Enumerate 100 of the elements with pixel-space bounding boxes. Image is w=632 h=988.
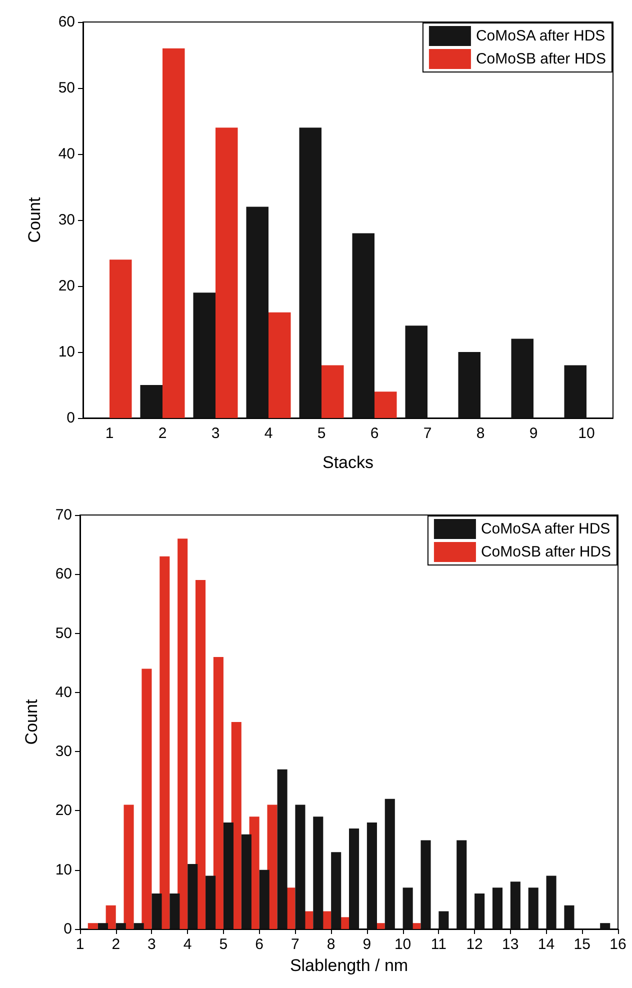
bar (402, 888, 413, 929)
bar (88, 923, 98, 929)
x-tick-label: 9 (362, 936, 372, 953)
bar (474, 894, 485, 929)
x-tick-label: 8 (326, 936, 336, 953)
legend-label: CoMoSB after HDS (476, 50, 606, 68)
y-tick-label: 50 (58, 80, 75, 96)
y-tick-label: 10 (58, 344, 75, 360)
bar (384, 798, 395, 929)
bar (124, 804, 134, 929)
x-tick-label: 9 (529, 425, 538, 442)
x-axis-title: Stacks (322, 453, 374, 472)
x-tick-label: 1 (105, 425, 114, 442)
bar (178, 538, 188, 929)
bar (246, 206, 268, 418)
x-tick-label: 7 (423, 425, 432, 442)
y-tick-label: 50 (55, 624, 72, 642)
bar (241, 834, 252, 929)
y-tick-label: 70 (55, 506, 72, 524)
bar (352, 233, 374, 418)
bar (564, 365, 586, 418)
bar (564, 905, 574, 929)
y-tick-label: 20 (55, 802, 72, 820)
legend-label: CoMoSB after HDS (480, 544, 612, 560)
x-tick-label: 10 (394, 936, 412, 953)
y-tick-label: 30 (58, 212, 75, 228)
legend-label: CoMoSA after HDS (480, 520, 610, 538)
bar (366, 822, 377, 929)
legend-label: CoMoSA after HDS (476, 28, 606, 44)
bar (438, 911, 449, 929)
x-tick-label: 4 (183, 936, 192, 953)
bar (216, 128, 238, 418)
bar (259, 870, 270, 929)
x-tick-label: 8 (476, 425, 485, 442)
x-axis-title: Slablength / nm (290, 956, 408, 975)
bar (492, 888, 503, 929)
bar (170, 894, 180, 929)
bar (322, 365, 344, 418)
bar (110, 260, 132, 418)
bar (458, 352, 480, 418)
y-tick-label: 0 (66, 410, 75, 426)
bar (456, 840, 467, 929)
x-tick-label: 3 (148, 936, 156, 953)
x-tick-label: 5 (219, 936, 228, 953)
bar (213, 656, 224, 929)
bar (528, 888, 538, 929)
x-tick-label: 6 (370, 425, 379, 442)
x-tick-label: 5 (317, 425, 326, 442)
bar (420, 840, 431, 929)
bar (160, 556, 170, 929)
y-tick-label: 10 (55, 861, 72, 878)
y-tick-label: 20 (58, 278, 75, 294)
bar (299, 128, 322, 418)
y-tick-label: 60 (58, 14, 75, 30)
bar (511, 338, 534, 418)
x-tick-label: 2 (112, 936, 120, 953)
bar (268, 312, 291, 418)
y-tick-label: 60 (55, 566, 72, 583)
bar (546, 876, 556, 929)
bar (405, 326, 428, 418)
bar (223, 822, 234, 929)
y-tick-label: 0 (64, 920, 72, 938)
bar (152, 894, 162, 929)
bar (193, 292, 216, 418)
bar (188, 864, 198, 929)
y-axis-title: Count (25, 197, 44, 243)
x-tick-label: 4 (264, 425, 273, 442)
y-axis-title: Count (22, 699, 41, 745)
bar (134, 923, 144, 929)
x-tick-label: 6 (255, 936, 264, 953)
x-tick-label: 10 (578, 425, 595, 442)
x-tick-label: 7 (291, 936, 300, 953)
y-tick-label: 40 (55, 684, 72, 701)
bar (374, 392, 397, 418)
x-tick-label: 11 (430, 936, 446, 953)
x-tick-label: 3 (211, 425, 220, 442)
bar (277, 769, 288, 929)
bar (140, 385, 162, 418)
x-tick-label: 14 (538, 936, 555, 953)
x-tick-label: 2 (158, 425, 167, 442)
x-tick-label: 12 (466, 936, 483, 953)
bar (510, 882, 520, 929)
y-tick-label: 40 (58, 146, 75, 162)
bar (331, 852, 342, 929)
bar (142, 668, 152, 929)
bar (295, 804, 306, 929)
bar (313, 816, 324, 929)
y-tick-label: 30 (55, 743, 72, 760)
bar (349, 828, 360, 929)
bar (116, 923, 126, 929)
bar (98, 923, 108, 929)
x-tick-label: 13 (502, 936, 519, 953)
x-tick-label: 16 (610, 936, 626, 953)
x-tick-label: 15 (574, 936, 590, 953)
bar (162, 48, 185, 418)
bar (600, 923, 610, 929)
bar (206, 876, 216, 929)
bar (195, 580, 206, 929)
bar (106, 905, 116, 929)
x-tick-label: 1 (76, 936, 84, 953)
